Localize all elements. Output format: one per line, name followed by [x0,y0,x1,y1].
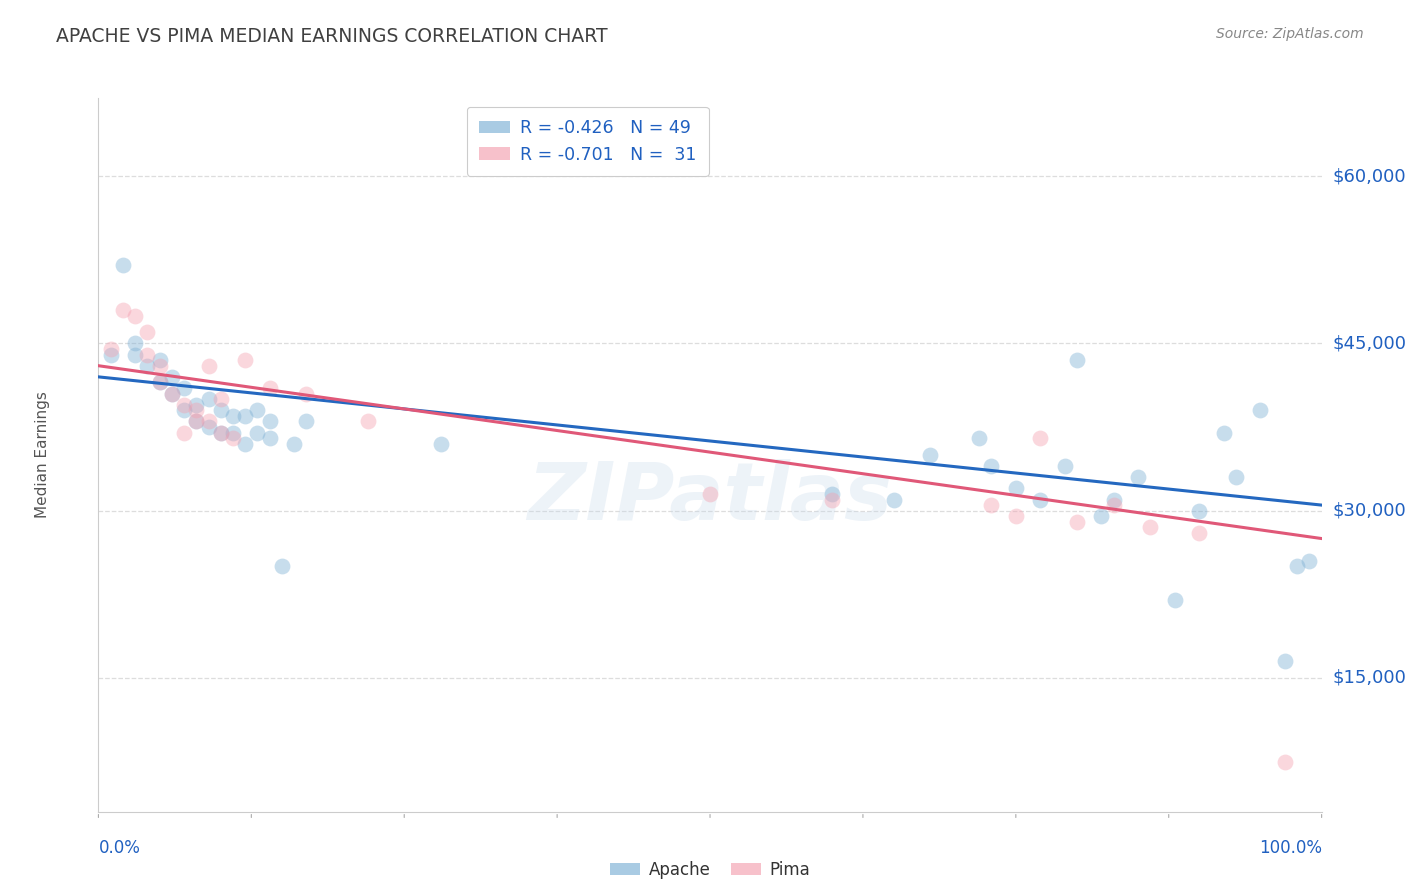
Point [1102,492,1125,507]
Point [1164,592,1187,607]
Point [920,448,942,462]
Point [160,369,183,384]
Point [1139,520,1161,534]
Text: 0.0%: 0.0% [98,839,141,857]
Point [356,414,378,429]
Point [233,436,256,450]
Point [222,409,245,423]
Point [259,381,281,395]
Point [1249,403,1271,417]
Point [209,403,232,417]
Point [149,353,172,368]
Point [1066,353,1088,368]
Point [1128,470,1150,484]
Point [1188,526,1211,541]
Point [149,359,172,373]
Point [295,414,318,429]
Point [173,425,195,440]
Point [136,325,159,339]
Text: $15,000: $15,000 [1333,669,1406,687]
Point [160,386,183,401]
Point [160,386,183,401]
Point [1090,509,1112,524]
Point [124,309,146,323]
Point [1286,559,1309,574]
Point [197,420,219,434]
Point [980,458,1002,473]
Point [111,302,134,317]
Point [1029,431,1052,445]
Point [100,347,122,362]
Point [124,347,146,362]
Point [136,347,159,362]
Point [197,414,219,429]
Point [1066,515,1088,529]
Point [699,487,721,501]
Text: $30,000: $30,000 [1333,501,1406,520]
Point [173,398,195,412]
Point [270,559,294,574]
Point [1029,492,1052,507]
Point [209,425,232,440]
Point [246,425,269,440]
Point [1053,458,1076,473]
Point [100,342,122,356]
Point [209,392,232,407]
Point [1212,425,1234,440]
Point [186,398,208,412]
Point [222,431,245,445]
Point [1004,482,1026,496]
Point [1274,755,1296,769]
Point [430,436,453,450]
Point [124,336,146,351]
Point [111,259,134,273]
Point [259,431,281,445]
Point [246,403,269,417]
Text: APACHE VS PIMA MEDIAN EARNINGS CORRELATION CHART: APACHE VS PIMA MEDIAN EARNINGS CORRELATI… [56,27,607,45]
Point [197,359,219,373]
Point [149,376,172,390]
Point [233,353,256,368]
Point [1298,554,1320,568]
Point [259,414,281,429]
Point [209,425,232,440]
Point [233,409,256,423]
Point [1102,498,1125,512]
Point [173,381,195,395]
Point [283,436,305,450]
Point [1274,654,1296,668]
Text: $45,000: $45,000 [1333,334,1406,352]
Text: Median Earnings: Median Earnings [35,392,51,518]
Point [980,498,1002,512]
Text: Source: ZipAtlas.com: Source: ZipAtlas.com [1216,27,1364,41]
Point [149,376,172,390]
Point [821,492,844,507]
Point [173,403,195,417]
Point [197,392,219,407]
Point [1188,503,1211,517]
Text: $60,000: $60,000 [1333,167,1406,186]
Text: 100.0%: 100.0% [1258,839,1322,857]
Point [222,425,245,440]
Point [1004,509,1026,524]
Legend: Apache, Pima: Apache, Pima [603,855,817,886]
Text: ZIPatlas: ZIPatlas [527,458,893,537]
Point [186,414,208,429]
Point [186,414,208,429]
Point [967,431,990,445]
Point [821,487,844,501]
Point [1225,470,1247,484]
Point [136,359,159,373]
Point [186,403,208,417]
Point [295,386,318,401]
Point [883,492,905,507]
